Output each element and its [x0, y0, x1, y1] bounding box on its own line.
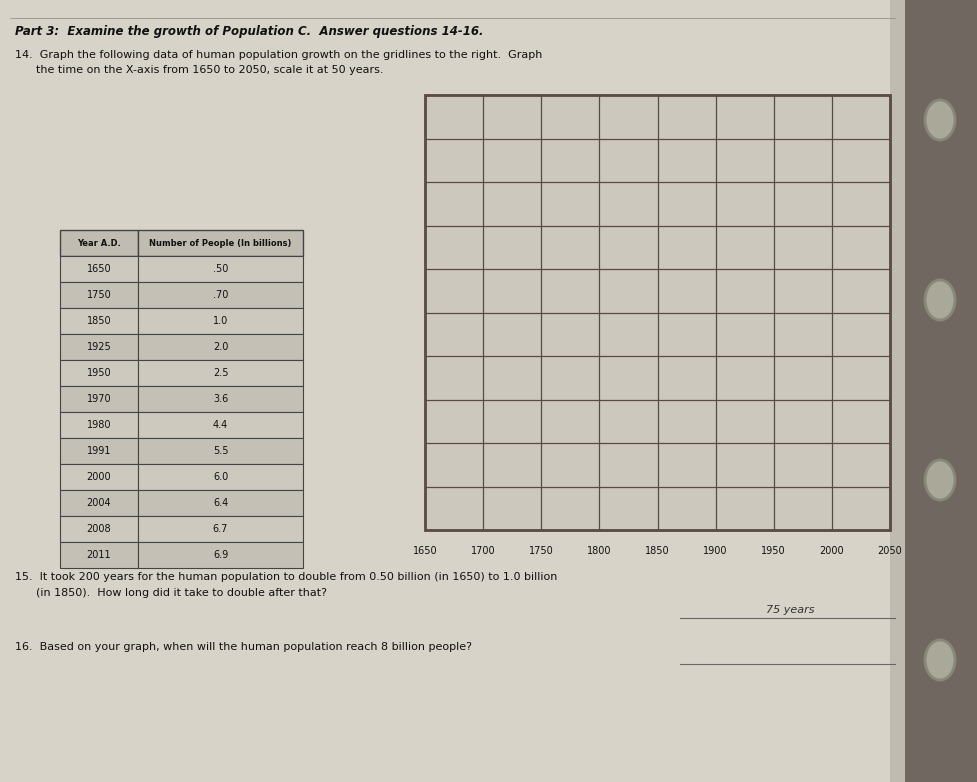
Bar — [899, 0, 977, 782]
Text: 2.5: 2.5 — [213, 368, 228, 378]
Text: 14.  Graph the following data of human population growth on the gridlines to the: 14. Graph the following data of human po… — [15, 50, 542, 60]
Text: 6.4: 6.4 — [213, 498, 228, 508]
Text: 1980: 1980 — [87, 420, 111, 430]
Text: 1700: 1700 — [470, 546, 495, 556]
Text: 1950: 1950 — [87, 368, 111, 378]
Bar — [60, 438, 138, 464]
Ellipse shape — [924, 640, 954, 680]
Bar — [60, 230, 138, 256]
Text: 15.  It took 200 years for the human population to double from 0.50 billion (in : 15. It took 200 years for the human popu… — [15, 572, 557, 582]
Text: 4.4: 4.4 — [213, 420, 228, 430]
Bar — [138, 438, 303, 464]
Bar — [889, 0, 904, 782]
Text: 75 years: 75 years — [765, 605, 814, 615]
Bar — [138, 490, 303, 516]
Bar — [138, 256, 303, 282]
Text: 1850: 1850 — [87, 316, 111, 326]
Bar — [138, 282, 303, 308]
Text: 1800: 1800 — [586, 546, 611, 556]
Text: Number of People (In billions): Number of People (In billions) — [149, 239, 291, 247]
Text: Part 3:  Examine the growth of Population C.  Answer questions 14-16.: Part 3: Examine the growth of Population… — [15, 25, 483, 38]
Text: 5.5: 5.5 — [213, 446, 228, 456]
Bar — [138, 334, 303, 360]
Bar — [60, 490, 138, 516]
Bar — [138, 360, 303, 386]
Text: (in 1850).  How long did it take to double after that?: (in 1850). How long did it take to doubl… — [15, 588, 326, 598]
Text: 2050: 2050 — [876, 546, 902, 556]
Ellipse shape — [924, 280, 954, 320]
Text: 1750: 1750 — [87, 290, 111, 300]
Text: 1991: 1991 — [87, 446, 111, 456]
Text: 6.0: 6.0 — [213, 472, 228, 482]
Text: 6.7: 6.7 — [213, 524, 228, 534]
Text: .50: .50 — [213, 264, 228, 274]
Bar — [60, 412, 138, 438]
Text: 6.9: 6.9 — [213, 550, 228, 560]
Text: 1925: 1925 — [87, 342, 111, 352]
Bar — [60, 542, 138, 568]
Ellipse shape — [924, 460, 954, 500]
Text: the time on the X-axis from 1650 to 2050, scale it at 50 years.: the time on the X-axis from 1650 to 2050… — [15, 65, 383, 75]
Text: 2000: 2000 — [87, 472, 111, 482]
Bar — [60, 464, 138, 490]
Text: 1.0: 1.0 — [213, 316, 228, 326]
Bar — [60, 386, 138, 412]
Text: 1650: 1650 — [412, 546, 437, 556]
Ellipse shape — [924, 100, 954, 140]
Text: 1950: 1950 — [761, 546, 786, 556]
Bar — [60, 360, 138, 386]
Text: 2011: 2011 — [87, 550, 111, 560]
Bar — [60, 282, 138, 308]
Bar — [138, 230, 303, 256]
Text: 1650: 1650 — [87, 264, 111, 274]
Text: 3.6: 3.6 — [213, 394, 228, 404]
Text: .70: .70 — [213, 290, 228, 300]
Text: 2004: 2004 — [87, 498, 111, 508]
Text: 1900: 1900 — [702, 546, 727, 556]
Bar — [425, 95, 889, 530]
Text: Year A.D.: Year A.D. — [77, 239, 121, 247]
Bar — [60, 334, 138, 360]
Bar — [138, 542, 303, 568]
Text: 1970: 1970 — [87, 394, 111, 404]
Bar — [60, 516, 138, 542]
Text: 2.0: 2.0 — [213, 342, 228, 352]
Text: 2000: 2000 — [819, 546, 843, 556]
Bar — [138, 308, 303, 334]
Bar — [138, 516, 303, 542]
Text: 2008: 2008 — [87, 524, 111, 534]
Bar — [138, 464, 303, 490]
Bar — [60, 308, 138, 334]
Bar — [138, 386, 303, 412]
Bar — [60, 256, 138, 282]
Bar — [138, 412, 303, 438]
Text: 1750: 1750 — [529, 546, 553, 556]
Text: 1850: 1850 — [645, 546, 669, 556]
Text: 16.  Based on your graph, when will the human population reach 8 billion people?: 16. Based on your graph, when will the h… — [15, 642, 472, 652]
